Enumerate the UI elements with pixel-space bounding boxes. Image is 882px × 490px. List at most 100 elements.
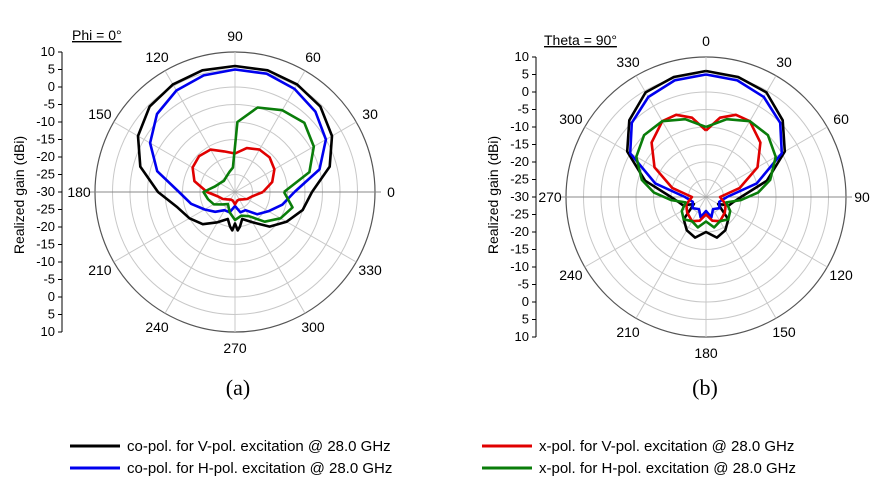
series-trace (650, 113, 762, 223)
grid-spoke (584, 126, 707, 198)
chart-caption: (a) (226, 375, 250, 400)
legend-label: co-pol. for V-pol. excitation @ 28.0 GHz (127, 438, 391, 455)
series-group (625, 69, 787, 239)
tick-label: 5 (48, 307, 55, 322)
tick-label: 0 (522, 294, 529, 309)
tick-label: 0 (48, 289, 55, 304)
tick-label: 0 (48, 79, 55, 94)
angle-label: 60 (833, 111, 849, 127)
radial-axis: 10 5 0 -5 -10 -15 -20 -25 -30 -25 -20 -15 -10 -5 0 5 10 (510, 49, 537, 344)
series-trace (628, 73, 784, 219)
tick-label: -25 (510, 172, 529, 187)
angle-label: 0 (387, 184, 395, 200)
angle-labels: 0 30 60 90 120 150 180 210 240 270 300 330 (538, 33, 870, 361)
angle-label: 180 (694, 345, 718, 361)
y-axis-label: Realized gain (dBi) (11, 136, 27, 254)
tick-label: -30 (510, 189, 529, 204)
series-group (136, 64, 334, 232)
tick-label: -10 (36, 114, 55, 129)
grid-spoke (705, 75, 777, 198)
legend-item: x-pol. for H-pol. excitation @ 28.0 GHz (482, 460, 796, 477)
grid-spoke (164, 70, 236, 193)
grid-spoke (113, 191, 236, 263)
grid-spoke (113, 121, 236, 193)
angle-label: 270 (538, 189, 562, 205)
tick-label: 10 (515, 329, 529, 344)
series-trace (136, 64, 334, 232)
grid-spoke (705, 126, 828, 198)
tick-label: 5 (522, 312, 529, 327)
angle-label: 210 (88, 262, 112, 278)
tick-label: -25 (36, 202, 55, 217)
tick-label: -5 (517, 277, 529, 292)
grid-spoke (234, 70, 306, 193)
grid-spoke (635, 196, 707, 319)
chart-caption: (b) (692, 375, 718, 400)
grid-spoke (234, 191, 357, 263)
series-trace (202, 106, 316, 223)
series-trace (148, 68, 328, 216)
angle-label: 120 (829, 267, 853, 283)
tick-label: 5 (48, 62, 55, 77)
tick-label: 10 (515, 49, 529, 64)
tick-label: 5 (522, 67, 529, 82)
tick-label: -20 (36, 149, 55, 164)
grid-spoke (234, 191, 306, 314)
angle-label: 210 (616, 324, 640, 340)
tick-label: 10 (41, 324, 55, 339)
legend-label: x-pol. for H-pol. excitation @ 28.0 GHz (539, 460, 796, 477)
legend-item: co-pol. for H-pol. excitation @ 28.0 GHz (70, 460, 392, 477)
legend-item: co-pol. for V-pol. excitation @ 28.0 GHz (70, 438, 391, 455)
angle-label: 180 (67, 184, 91, 200)
polar-chart-phi-0: Phi = 0° 10 5 0 -5 -10 -15 -20 -25 -30 -25 -20 -15 -… (11, 27, 395, 400)
legend-label: co-pol. for H-pol. excitation @ 28.0 GHz (127, 460, 392, 477)
series-trace (635, 117, 777, 229)
tick-label: -15 (36, 237, 55, 252)
grid-spoke (635, 75, 707, 198)
legend-label: x-pol. for V-pol. excitation @ 28.0 GHz (539, 438, 794, 455)
angle-label: 300 (301, 319, 325, 335)
angle-label: 240 (145, 319, 169, 335)
angle-label: 90 (854, 189, 870, 205)
angle-label: 300 (559, 111, 583, 127)
tick-label: -20 (36, 219, 55, 234)
chart-title: Phi = 0° (72, 27, 122, 43)
tick-label: -20 (510, 224, 529, 239)
grid-spoke (164, 191, 236, 314)
grid-spoke (705, 196, 777, 319)
grid-spoke (234, 121, 357, 193)
tick-label: 0 (522, 84, 529, 99)
tick-label: -10 (36, 254, 55, 269)
angle-label: 30 (362, 106, 378, 122)
y-axis-label: Realized gain (dBi) (485, 136, 501, 254)
legend-item: x-pol. for V-pol. excitation @ 28.0 GHz (482, 438, 794, 455)
tick-label: -30 (36, 184, 55, 199)
angle-label: 150 (88, 106, 112, 122)
series-trace (191, 146, 276, 206)
angle-label: 60 (305, 49, 321, 65)
polar-chart-theta-90: Theta = 90° 10 5 0 -5 -10 -15 -20 -25 -30 -25 -20 -… (485, 32, 870, 400)
angle-label: 270 (223, 340, 247, 356)
legend: co-pol. for V-pol. excitation @ 28.0 GHz… (70, 438, 796, 477)
radial-axis: 10 5 0 -5 -10 -15 -20 -25 -30 -25 -20 -15 -10 -5 0 5 10 (36, 44, 63, 339)
tick-label: -20 (510, 154, 529, 169)
tick-label: -5 (43, 97, 55, 112)
angle-label: 0 (702, 33, 710, 49)
polar-grid (89, 51, 381, 333)
polar-grid (560, 56, 852, 338)
tick-label: 10 (41, 44, 55, 59)
angle-label: 90 (227, 28, 243, 44)
chart-title: Theta = 90° (544, 32, 617, 48)
tick-label: -15 (510, 242, 529, 257)
tick-label: -10 (510, 259, 529, 274)
angle-label: 120 (145, 49, 169, 65)
angle-label: 30 (776, 54, 792, 70)
angle-label: 330 (358, 262, 382, 278)
tick-label: -5 (517, 102, 529, 117)
angle-label: 240 (559, 267, 583, 283)
angle-label: 150 (772, 324, 796, 340)
series-trace (625, 69, 787, 239)
tick-label: -15 (36, 132, 55, 147)
